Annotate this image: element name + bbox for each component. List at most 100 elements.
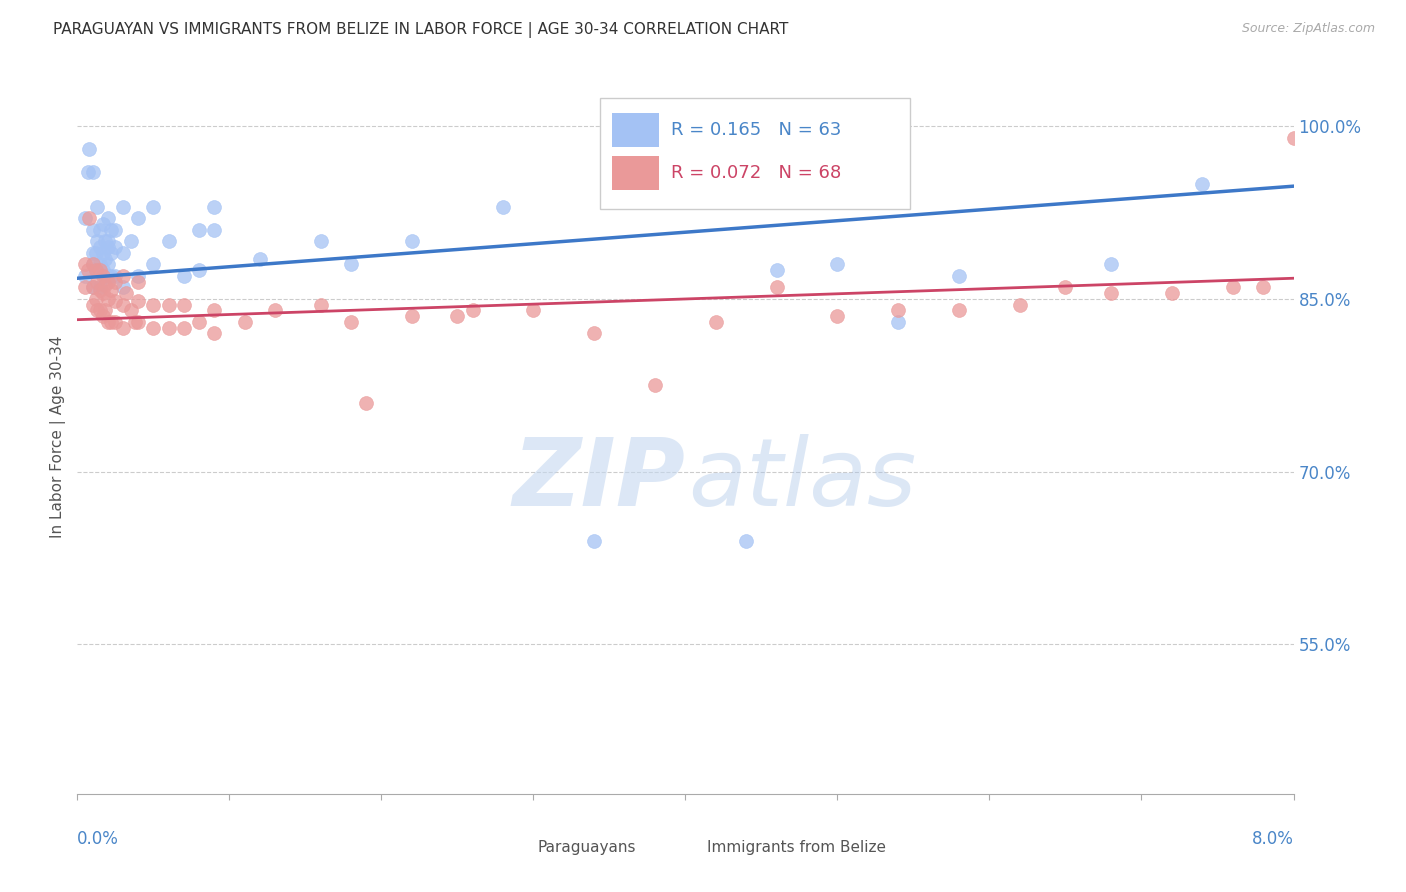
Point: [91, 217, 114, 231]
Text: Paraguayans: Paraguayans: [537, 840, 636, 855]
Point: [309, 235, 332, 249]
Point: [127, 294, 149, 309]
Text: R = 0.165   N = 63: R = 0.165 N = 63: [671, 121, 841, 139]
Point: [82, 298, 104, 312]
Point: [124, 315, 146, 329]
Point: [735, 533, 758, 548]
Point: [79, 142, 101, 156]
Point: [157, 320, 180, 334]
Point: [887, 303, 910, 318]
Point: [202, 223, 225, 237]
Point: [93, 235, 115, 249]
Point: [1222, 280, 1244, 294]
Point: [73, 280, 96, 294]
Point: [86, 275, 108, 289]
Point: [86, 235, 108, 249]
Point: [142, 298, 165, 312]
Point: [100, 268, 122, 283]
Point: [111, 320, 134, 334]
Point: [157, 298, 180, 312]
Point: [202, 200, 225, 214]
Point: [827, 257, 849, 271]
Point: [142, 257, 165, 271]
Point: [86, 263, 108, 277]
Point: [79, 211, 101, 226]
Y-axis label: In Labor Force | Age 30-34: In Labor Force | Age 30-34: [51, 335, 66, 539]
Point: [82, 280, 104, 294]
Point: [111, 200, 134, 214]
Point: [583, 326, 606, 341]
Text: Immigrants from Belize: Immigrants from Belize: [707, 840, 886, 855]
Point: [1191, 177, 1213, 191]
Text: PARAGUAYAN VS IMMIGRANTS FROM BELIZE IN LABOR FORCE | AGE 30-34 CORRELATION CHAR: PARAGUAYAN VS IMMIGRANTS FROM BELIZE IN …: [53, 22, 789, 38]
Point: [401, 235, 423, 249]
Point: [82, 246, 104, 260]
Point: [202, 303, 225, 318]
Point: [188, 223, 211, 237]
Point: [492, 200, 515, 214]
Point: [82, 280, 104, 294]
Point: [188, 315, 211, 329]
Point: [583, 533, 606, 548]
Point: [82, 223, 104, 237]
Point: [89, 257, 111, 271]
Point: [97, 235, 120, 249]
Point: [173, 298, 195, 312]
Point: [522, 303, 544, 318]
Point: [340, 315, 363, 329]
Text: R = 0.072   N = 68: R = 0.072 N = 68: [671, 164, 841, 182]
Point: [97, 315, 120, 329]
FancyBboxPatch shape: [600, 98, 911, 209]
Point: [100, 283, 122, 297]
Text: atlas: atlas: [688, 434, 917, 525]
Point: [340, 257, 363, 271]
Point: [115, 286, 138, 301]
Point: [1251, 280, 1274, 294]
Point: [91, 246, 114, 260]
Point: [104, 294, 127, 309]
Point: [73, 257, 96, 271]
Point: [97, 292, 120, 306]
Text: Source: ZipAtlas.com: Source: ZipAtlas.com: [1241, 22, 1375, 36]
Text: 8.0%: 8.0%: [1251, 830, 1294, 847]
Point: [887, 315, 910, 329]
Point: [157, 235, 180, 249]
Point: [89, 240, 111, 254]
Point: [97, 240, 120, 254]
Point: [264, 303, 287, 318]
Point: [948, 303, 970, 318]
Point: [111, 246, 134, 260]
Bar: [661, 839, 700, 855]
Point: [249, 252, 271, 266]
Point: [461, 303, 484, 318]
Point: [100, 315, 122, 329]
Point: [104, 223, 127, 237]
Point: [1008, 298, 1031, 312]
Point: [111, 268, 134, 283]
Point: [93, 278, 115, 293]
Point: [93, 252, 115, 266]
Point: [1282, 131, 1305, 145]
Point: [644, 378, 666, 392]
Point: [73, 268, 96, 283]
Point: [91, 263, 114, 277]
FancyBboxPatch shape: [613, 113, 658, 147]
Point: [765, 263, 787, 277]
Point: [97, 268, 120, 283]
Point: [1054, 280, 1077, 294]
Point: [111, 298, 134, 312]
Point: [82, 165, 104, 179]
Point: [97, 257, 120, 271]
Point: [89, 303, 111, 318]
Text: 0.0%: 0.0%: [77, 830, 120, 847]
Point: [77, 263, 100, 277]
Point: [120, 235, 142, 249]
Point: [309, 298, 332, 312]
Point: [1161, 286, 1184, 301]
Point: [127, 211, 149, 226]
Point: [84, 246, 107, 260]
Point: [142, 320, 165, 334]
Point: [120, 303, 142, 318]
Point: [86, 303, 108, 318]
Point: [948, 268, 970, 283]
